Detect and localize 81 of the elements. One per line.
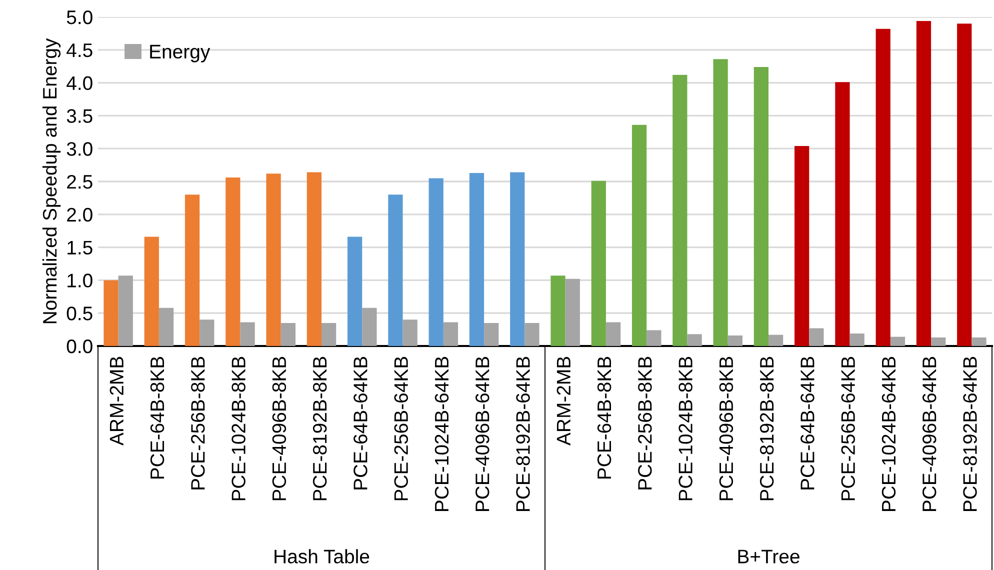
- bar: [280, 322, 296, 346]
- bar: [809, 328, 824, 346]
- x-tick-label: PCE-1024B-64KB: [882, 356, 896, 511]
- bar: [606, 322, 621, 346]
- bar: [348, 236, 362, 346]
- x-tick-label: PCE-8192B-8KB: [312, 356, 327, 500]
- bar: [226, 178, 240, 346]
- bar: [266, 174, 281, 346]
- y-tick-label: 4.0: [66, 76, 92, 90]
- bar: [632, 124, 647, 346]
- bar: [158, 308, 174, 346]
- text: B+Tree: [738, 550, 800, 564]
- x-tick-label: PCE-1024B-64KB: [434, 356, 449, 511]
- x-tick-label: PCE-1024B-8KB: [678, 356, 692, 500]
- bar: [754, 67, 768, 346]
- text: Hash Table: [274, 549, 370, 564]
- bar: [835, 82, 850, 346]
- x-tick-label: PCE-1024B-8KB: [232, 356, 246, 500]
- x-tick-label: PCE-256B-64KB: [394, 356, 408, 500]
- bar: [118, 276, 133, 346]
- x-tick-label: PCE-4096B-64KB: [475, 356, 490, 511]
- y-tick-label: 1.5: [68, 240, 92, 255]
- bar: [144, 236, 159, 346]
- x-tick-label: PCE-8192B-64KB: [963, 356, 977, 511]
- bar: [469, 172, 484, 346]
- bar: [104, 280, 118, 346]
- x-tick-label: ARM-2MB: [110, 356, 124, 446]
- bar: [443, 322, 458, 346]
- x-tick-label: PCE-256B-8KB: [638, 356, 652, 490]
- bar: [322, 322, 336, 346]
- bar: [240, 322, 255, 346]
- y-tick-label: 0.0: [66, 339, 92, 354]
- x-tick-label: PCE-4096B-64KB: [922, 356, 936, 511]
- bar: [768, 334, 784, 346]
- y-tick-label: 1.0: [68, 274, 92, 288]
- x-tick-label: PCE-4096B-8KB: [719, 356, 734, 500]
- bar: [184, 194, 200, 346]
- bar: [550, 276, 566, 346]
- x-tick-label: PCE-64B-8KB: [597, 356, 612, 479]
- x-tick-label: PCE-64B-64KB: [354, 356, 368, 490]
- x-tick-label: PCE-64B-64KB: [800, 356, 814, 490]
- bar: [524, 322, 540, 346]
- bar: [388, 194, 403, 346]
- bar: [794, 146, 810, 346]
- x-tick-label: PCE-64B-8KB: [150, 356, 164, 479]
- y-tick-label: 2.0: [67, 208, 92, 222]
- y-tick-label: 4.5: [66, 44, 92, 58]
- y-axis-title: Normalized Speedup and Energy: [42, 38, 61, 324]
- x-tick-label: ARM-2MB: [556, 356, 570, 446]
- bar: [565, 278, 580, 346]
- y-tick-label: 3.5: [66, 109, 92, 123]
- bar: [916, 20, 932, 346]
- bar: [687, 334, 702, 346]
- legend-label: Energy: [150, 44, 210, 62]
- bar: [713, 59, 728, 346]
- bar: [728, 335, 742, 346]
- bar: [646, 330, 662, 346]
- bar: [876, 28, 890, 346]
- bar: [931, 337, 946, 346]
- bar: [591, 180, 606, 346]
- x-tick-label: PCE-256B-64KB: [841, 356, 855, 500]
- bar: [850, 334, 864, 346]
- bar: [890, 336, 906, 346]
- bar: [362, 308, 377, 346]
- bar: [306, 172, 322, 346]
- bar: [428, 178, 444, 346]
- bar: [510, 172, 525, 346]
- x-tick-label: PCE-4096B-8KB: [272, 356, 286, 500]
- bar: [672, 74, 688, 346]
- bar: [200, 320, 214, 346]
- y-tick-label: 3.0: [66, 142, 92, 156]
- x-tick-label: PCE-8192B-8KB: [760, 356, 774, 500]
- y-tick-label: 5.0: [66, 10, 92, 24]
- bar: [972, 337, 986, 346]
- y-tick-label: 2.5: [67, 174, 92, 189]
- bar: [484, 322, 499, 346]
- bar: [957, 24, 972, 346]
- x-tick-label: PCE-256B-8KB: [191, 356, 205, 490]
- x-tick-label: PCE-8192B-64KB: [516, 356, 530, 511]
- bar: [402, 320, 418, 346]
- y-tick-label: 0.5: [66, 306, 92, 320]
